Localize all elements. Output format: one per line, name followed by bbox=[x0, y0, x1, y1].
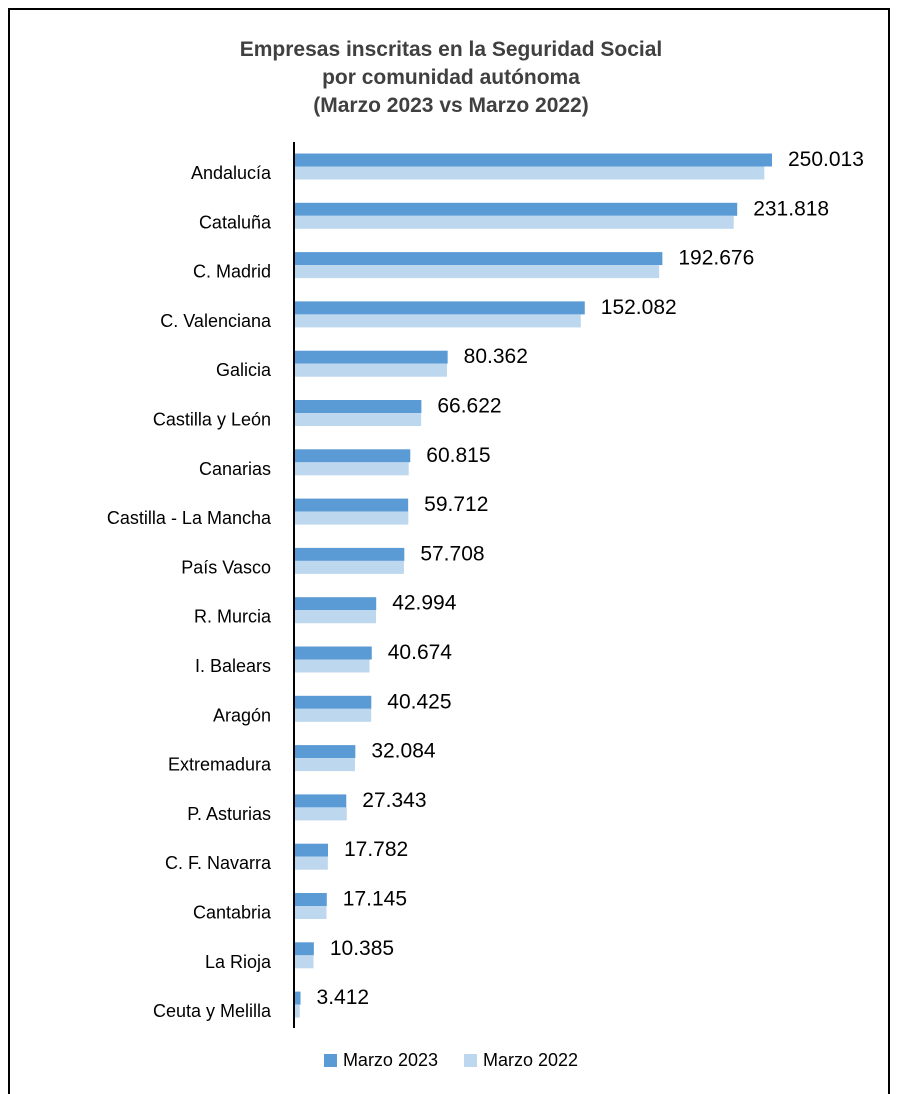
category-label-8: País Vasco bbox=[181, 557, 271, 577]
category-label-0: Andalucía bbox=[191, 163, 272, 183]
data-label-0: 250.013 bbox=[788, 148, 864, 171]
category-label-6: Canarias bbox=[199, 459, 271, 479]
bar-marzo-2022-12 bbox=[294, 758, 355, 772]
legend-item-series-1: Marzo 2023 bbox=[323, 1050, 438, 1071]
bar-marzo-2023-0 bbox=[294, 153, 772, 167]
data-label-14: 17.782 bbox=[344, 838, 408, 861]
legend-swatch-series-1 bbox=[323, 1054, 337, 1067]
bar-marzo-2022-4 bbox=[294, 363, 447, 377]
legend-label-series-2: Marzo 2022 bbox=[483, 1050, 579, 1070]
legend: Marzo 2023 Marzo 2022 bbox=[0, 1050, 902, 1071]
data-label-10: 40.674 bbox=[388, 641, 453, 664]
bar-marzo-2023-6 bbox=[294, 449, 411, 463]
bar-marzo-2022-6 bbox=[294, 462, 409, 476]
bar-marzo-2022-0 bbox=[294, 166, 765, 180]
category-label-4: Galicia bbox=[216, 360, 272, 380]
chart-title: Empresas inscritas en la Seguridad Socia… bbox=[0, 36, 902, 120]
bar-marzo-2023-10 bbox=[294, 646, 372, 660]
category-label-15: Cantabria bbox=[193, 903, 272, 923]
bar-marzo-2023-3 bbox=[294, 301, 585, 315]
bar-marzo-2023-1 bbox=[294, 202, 738, 216]
bar-marzo-2022-9 bbox=[294, 610, 377, 624]
data-label-8: 57.708 bbox=[420, 542, 484, 565]
bar-marzo-2022-1 bbox=[294, 215, 734, 229]
category-label-14: C. F. Navarra bbox=[165, 853, 272, 873]
legend-label-series-1: Marzo 2023 bbox=[342, 1050, 438, 1070]
bar-marzo-2023-8 bbox=[294, 547, 405, 561]
data-label-2: 192.676 bbox=[678, 247, 754, 270]
chart-title-line-3: (Marzo 2023 vs Marzo 2022) bbox=[313, 94, 589, 117]
bar-marzo-2022-3 bbox=[294, 314, 581, 328]
category-label-17: Ceuta y Melilla bbox=[153, 1001, 272, 1021]
category-label-10: I. Balears bbox=[195, 656, 271, 676]
bar-marzo-2023-14 bbox=[294, 843, 328, 857]
data-label-6: 60.815 bbox=[426, 444, 490, 467]
data-label-1: 231.818 bbox=[753, 197, 829, 220]
bar-marzo-2023-17 bbox=[294, 991, 301, 1005]
bar-marzo-2022-11 bbox=[294, 708, 372, 722]
bar-marzo-2022-15 bbox=[294, 906, 327, 919]
bar-marzo-2023-2 bbox=[294, 252, 663, 266]
bar-marzo-2023-7 bbox=[294, 498, 409, 512]
data-label-13: 27.343 bbox=[362, 789, 426, 812]
data-label-16: 10.385 bbox=[330, 937, 394, 960]
bar-marzo-2023-9 bbox=[294, 597, 377, 611]
category-label-13: P. Asturias bbox=[187, 804, 271, 824]
category-label-16: La Rioja bbox=[205, 952, 272, 972]
bar-marzo-2022-14 bbox=[294, 856, 328, 870]
bar-marzo-2023-12 bbox=[294, 745, 356, 759]
data-label-7: 59.712 bbox=[424, 493, 488, 516]
data-label-11: 40.425 bbox=[387, 690, 451, 713]
bar-marzo-2022-5 bbox=[294, 413, 422, 426]
bar-marzo-2022-8 bbox=[294, 560, 404, 574]
bar-marzo-2022-16 bbox=[294, 955, 314, 969]
bar-marzo-2023-15 bbox=[294, 893, 327, 906]
bar-marzo-2022-10 bbox=[294, 659, 370, 673]
data-label-4: 80.362 bbox=[464, 345, 528, 368]
chart-title-line-1: Empresas inscritas en la Seguridad Socia… bbox=[239, 38, 663, 61]
bar-marzo-2023-16 bbox=[294, 942, 314, 956]
bar-marzo-2023-5 bbox=[294, 400, 422, 413]
category-label-11: Aragón bbox=[213, 705, 271, 725]
data-label-9: 42.994 bbox=[392, 592, 457, 615]
category-label-7: Castilla - La Mancha bbox=[107, 508, 272, 528]
chart-title-line-2: por comunidad autónoma bbox=[322, 66, 580, 89]
data-label-3: 152.082 bbox=[601, 296, 677, 319]
category-label-1: Cataluña bbox=[199, 212, 272, 232]
chart-frame bbox=[8, 8, 890, 1094]
data-label-17: 3.412 bbox=[317, 986, 370, 1009]
bar-marzo-2022-7 bbox=[294, 511, 409, 525]
legend-item-series-2: Marzo 2022 bbox=[464, 1050, 578, 1071]
category-label-5: Castilla y León bbox=[153, 410, 271, 430]
bar-chart: Andalucía 250.013 Cataluña 231.818 C. Madrid… bbox=[107, 142, 864, 1028]
bar-marzo-2022-13 bbox=[294, 807, 347, 821]
category-label-9: R. Murcia bbox=[194, 607, 272, 627]
legend-swatch-series-2 bbox=[464, 1054, 477, 1067]
category-label-3: C. Valenciana bbox=[160, 311, 272, 331]
bar-marzo-2023-11 bbox=[294, 695, 372, 709]
bar-marzo-2022-2 bbox=[294, 265, 660, 279]
bar-marzo-2023-4 bbox=[294, 350, 448, 364]
bar-marzo-2022-17 bbox=[294, 1004, 300, 1018]
bar-marzo-2023-13 bbox=[294, 794, 347, 808]
data-label-15: 17.145 bbox=[343, 888, 407, 911]
category-label-12: Extremadura bbox=[168, 755, 272, 775]
data-label-12: 32.084 bbox=[371, 740, 436, 763]
category-label-2: C. Madrid bbox=[193, 262, 271, 282]
data-label-5: 66.622 bbox=[437, 395, 501, 418]
